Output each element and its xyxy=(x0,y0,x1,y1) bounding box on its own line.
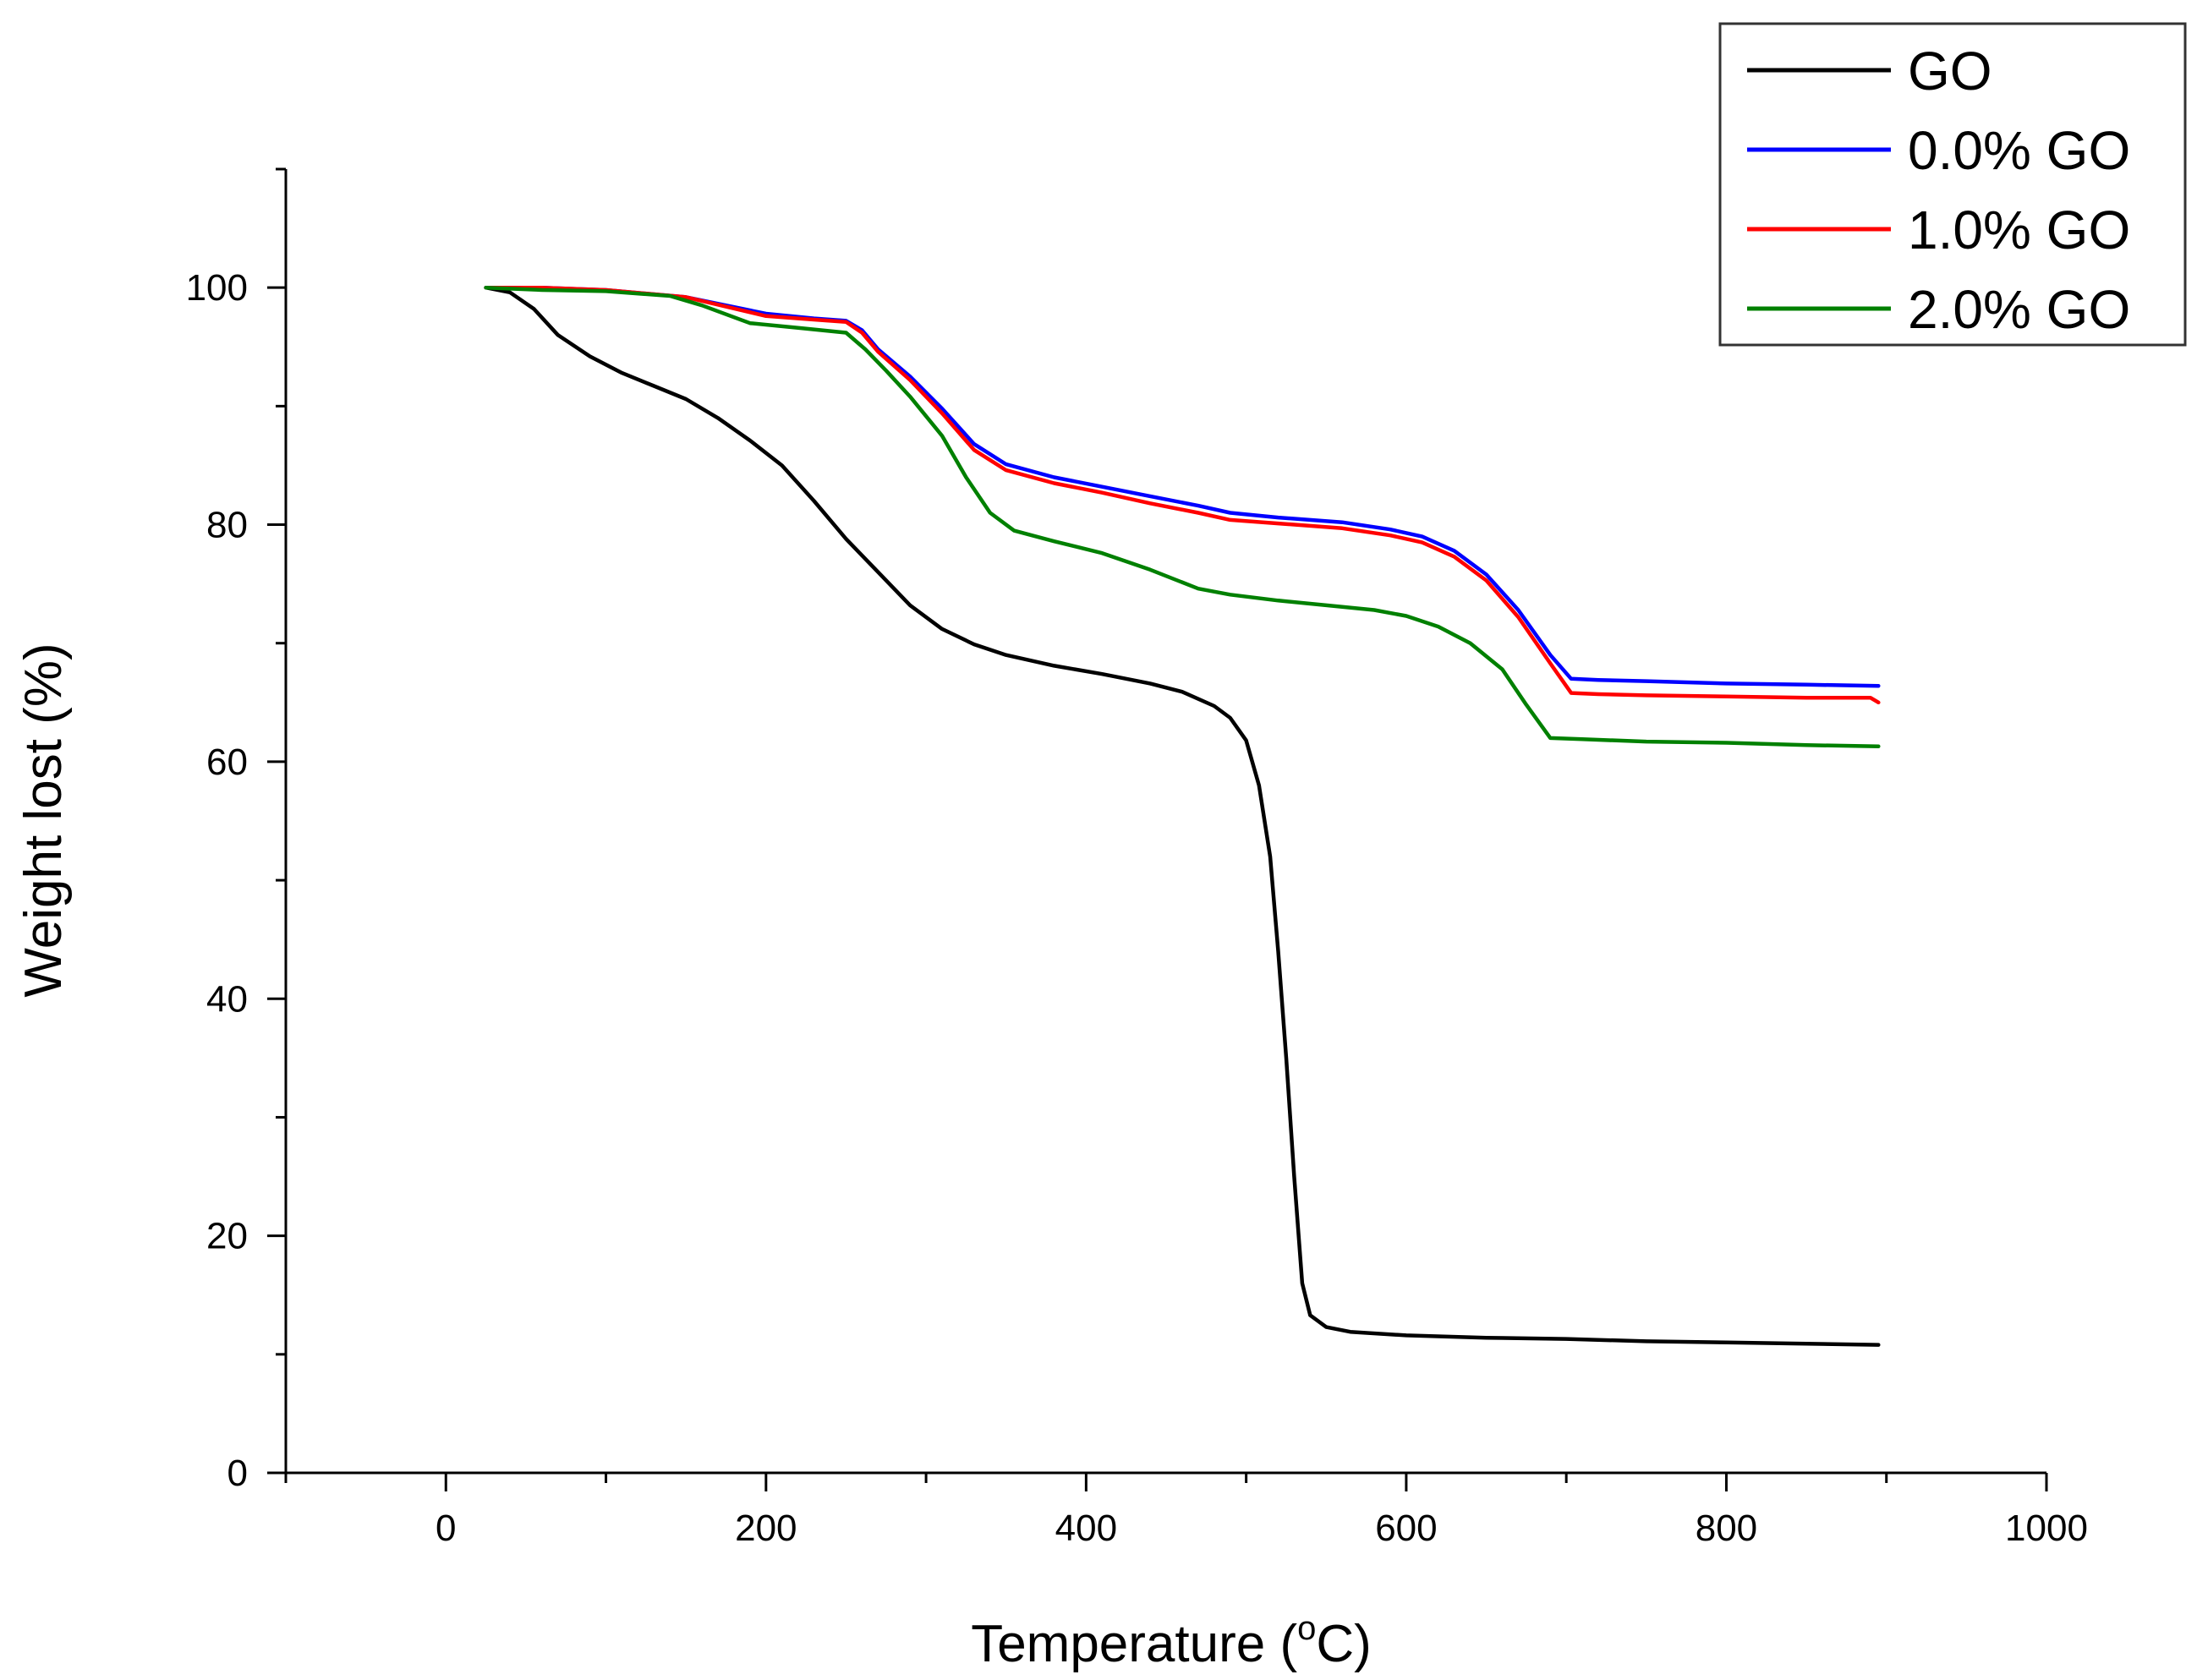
y-tick-label: 100 xyxy=(186,267,248,309)
y-tick-label: 20 xyxy=(206,1216,248,1257)
x-axis-title-unit: C) xyxy=(1316,1615,1371,1673)
legend-label-2-0-go: 2.0% GO xyxy=(1908,279,2130,340)
y-axis-title: Weight lost (%) xyxy=(14,643,73,997)
y-tick-label: 80 xyxy=(206,505,248,546)
legend-label-go: GO xyxy=(1908,41,1992,101)
plot-axes-layer: 0 200 400 600 800 1000 0 20 40 60 80 100 xyxy=(186,167,2088,1549)
series-line-0-0-go xyxy=(484,285,1881,688)
legend-entries: GO 0.0% GO 1.0% GO 2.0% GO xyxy=(1747,41,2130,340)
series-line-1-0-go xyxy=(484,285,1881,705)
x-tick-label: 1000 xyxy=(2005,1508,2088,1549)
series-line-2-0-go xyxy=(484,285,1881,748)
x-tick-label: 200 xyxy=(735,1508,797,1549)
legend-label-0-0-go: 0.0% GO xyxy=(1908,120,2130,181)
series-line-go xyxy=(484,285,1881,1347)
y-tick-label: 0 xyxy=(227,1453,248,1494)
x-tick-label: 800 xyxy=(1696,1508,1757,1549)
legend: GO 0.0% GO 1.0% GO 2.0% GO xyxy=(1718,22,2187,347)
y-tick-label: 60 xyxy=(206,741,248,783)
y-tick-label: 40 xyxy=(206,978,248,1020)
x-axis-title: Temperature (oC) xyxy=(971,1610,1372,1673)
x-tick-label: 600 xyxy=(1375,1508,1437,1549)
plot-series-layer xyxy=(484,285,1881,1347)
x-tick-label: 400 xyxy=(1055,1508,1117,1549)
x-tick-label: 0 xyxy=(436,1508,456,1549)
legend-box xyxy=(1718,22,2187,347)
legend-label-1-0-go: 1.0% GO xyxy=(1908,200,2130,260)
x-axis-title-main: Temperature ( xyxy=(971,1615,1297,1673)
x-axis-title-degree: o xyxy=(1297,1610,1316,1647)
